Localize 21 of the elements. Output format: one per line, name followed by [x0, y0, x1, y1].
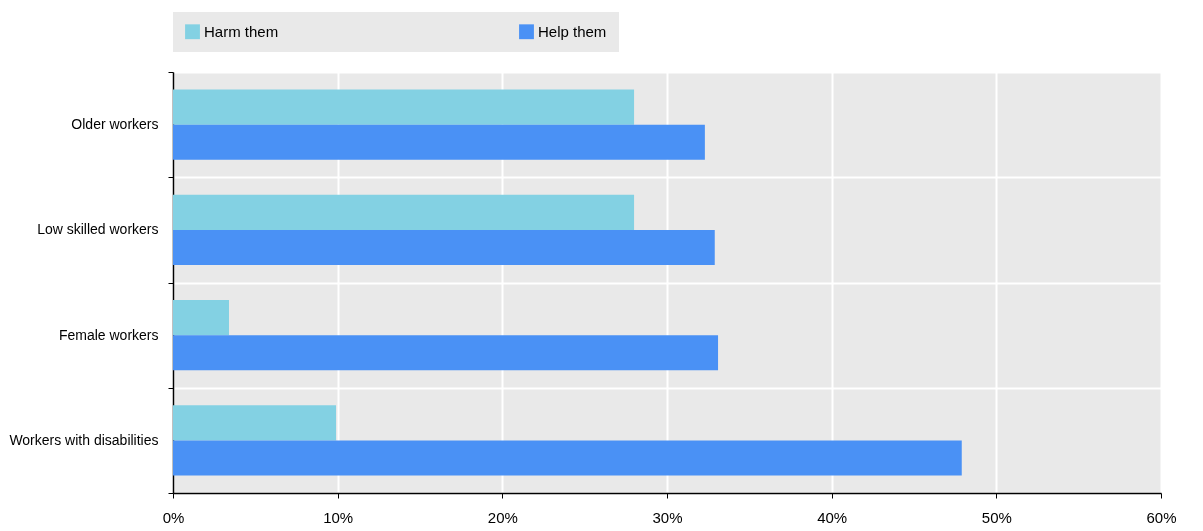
- bar: [173, 194, 635, 230]
- bar: [173, 229, 715, 265]
- bar: [173, 335, 719, 371]
- x-tick-label: 20%: [487, 508, 518, 526]
- bar: [173, 405, 337, 441]
- legend-label: Harm them: [204, 22, 279, 40]
- y-tick-label: Older workers: [71, 116, 159, 133]
- bar: [173, 124, 705, 160]
- legend-label: Help them: [538, 22, 607, 40]
- x-tick-label: 40%: [817, 508, 848, 526]
- x-tick-label: 0%: [162, 508, 185, 526]
- y-tick-label: Female workers: [58, 326, 159, 343]
- x-tick-label: 30%: [652, 508, 683, 526]
- x-tick-label: 50%: [981, 508, 1012, 526]
- bar: [173, 89, 635, 125]
- bar: [173, 300, 229, 336]
- y-tick-label: Workers with disabilities: [9, 431, 159, 448]
- bar: [173, 440, 962, 476]
- x-tick-label: 60%: [1146, 508, 1177, 526]
- x-tick-label: 10%: [323, 508, 354, 526]
- y-tick-label: Low skilled workers: [37, 221, 159, 238]
